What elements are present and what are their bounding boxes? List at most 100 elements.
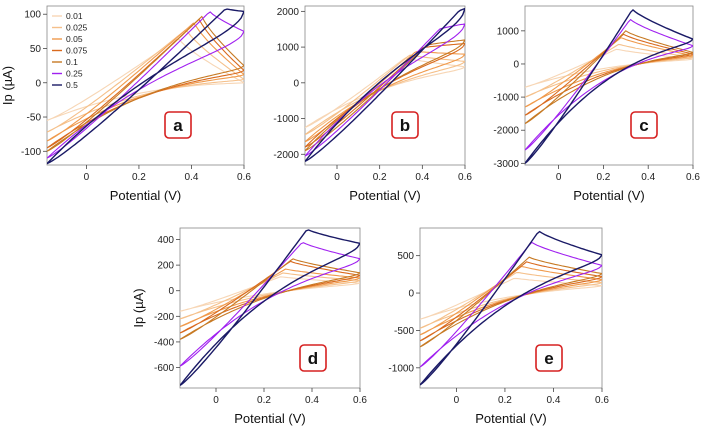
y-tick-label: 0: [513, 59, 519, 70]
x-tick-label: 0.6: [686, 172, 700, 183]
cv-curve-0.01: [180, 276, 360, 312]
x-tick-label: 0.4: [415, 172, 429, 183]
panel-label: d: [308, 349, 318, 368]
x-axis-label: Potential (V): [573, 188, 645, 203]
panel-b: 0 0.2 0.4 0.6 -2000 -1000 0 1000 2000 Potential (…: [273, 5, 472, 203]
series-group: [420, 230, 602, 386]
cv-curve-0.1: [47, 15, 244, 152]
y-axis-label: Ip (µA): [131, 288, 146, 327]
cv-curve-0.05: [180, 268, 360, 328]
x-tick-label: 0: [213, 395, 219, 406]
series-group: [525, 8, 693, 164]
legend-entry: 0.01: [66, 11, 83, 21]
panel-c: 0 0.2 0.4 0.6 -3000 -2000 -1000 0 1000 Potential …: [493, 5, 700, 203]
cv-curve-0.5: [420, 230, 602, 386]
y-tick-label: 0: [35, 78, 41, 89]
x-axis-label: Potential (V): [475, 411, 547, 426]
x-axis-label: Potential (V): [349, 188, 421, 203]
cv-curve-0.075: [525, 33, 693, 116]
panel-e: 0 0.2 0.4 0.6 -1000 -500 0 500 Potential (V) e: [388, 227, 609, 426]
panel-d: 0 0.2 0.4 0.6 -600 -400 -200 0 200 400 Potential (…: [131, 227, 367, 426]
panel-label-box: [299, 344, 327, 372]
panel-label: a: [173, 116, 183, 135]
y-axis-label: Ip (µA): [0, 66, 15, 105]
x-tick-label: 0: [454, 395, 460, 406]
cv-curve-0.075: [420, 261, 602, 342]
x-tick-label: 0: [556, 172, 562, 183]
y-tick-label: -1000: [493, 93, 519, 104]
y-tick-label: -1000: [388, 363, 414, 374]
y-tick-label: -50: [27, 113, 42, 124]
y-tick-label: 400: [157, 235, 174, 246]
cv-curve-0.25: [180, 242, 360, 367]
panel-label-box: [535, 344, 563, 372]
legend-entry: 0.05: [66, 34, 83, 44]
cv-curve-0.01: [420, 277, 602, 320]
legend-entry: 0.1: [66, 57, 78, 67]
x-tick-label: 0.6: [458, 172, 472, 183]
cv-curve-0.025: [525, 43, 693, 98]
y-tick-label: -100: [21, 147, 41, 158]
legend-entry: 0.25: [66, 69, 83, 79]
cv-curve-0.5: [47, 8, 244, 165]
x-tick-label: 0.2: [132, 172, 146, 183]
y-tick-label: 0: [293, 78, 299, 89]
cv-curve-0.1: [305, 39, 465, 152]
x-tick-label: 0.4: [641, 172, 655, 183]
cv-curve-0.25: [420, 241, 602, 368]
panel-label-box: [391, 111, 419, 139]
x-tick-label: 0.6: [353, 395, 367, 406]
panel-label: c: [639, 116, 648, 135]
y-tick-label: -2000: [493, 126, 519, 137]
panel-label: b: [400, 116, 410, 135]
cv-curve-0.075: [47, 18, 244, 149]
cv-curve-0.1: [180, 258, 360, 340]
plot-frame: [524, 5, 694, 166]
x-tick-label: 0.6: [237, 172, 251, 183]
panel-label-box: [164, 111, 192, 139]
cv-curve-0.5: [305, 7, 465, 163]
cv-curve-0.5: [180, 229, 360, 386]
x-tick-label: 0: [334, 172, 340, 183]
y-tick-label: 500: [397, 251, 414, 262]
x-tick-label: 0.4: [547, 395, 561, 406]
y-tick-label: -2000: [273, 150, 299, 161]
x-tick-label: 0.2: [373, 172, 387, 183]
x-tick-label: 0.2: [498, 395, 512, 406]
y-tick-label: -1000: [273, 114, 299, 125]
x-tick-label: 0: [84, 172, 90, 183]
cv-curve-0.05: [525, 37, 693, 108]
y-tick-label: 0: [168, 286, 174, 297]
y-tick-label: 2000: [277, 7, 300, 18]
x-tick-label: 0.2: [257, 395, 271, 406]
series-group: [305, 7, 465, 163]
x-axis-label: Potential (V): [110, 188, 182, 203]
y-tick-label: 50: [30, 44, 42, 55]
legend-entry: 0.5: [66, 80, 78, 90]
series-group: [180, 229, 360, 386]
cv-curve-0.5: [525, 8, 693, 164]
cv-curve-0.025: [420, 272, 602, 329]
cv-curve-0.01: [305, 57, 465, 129]
legend-entry: 0.025: [66, 23, 88, 33]
panel-a: 0 0.2 0.4 0.6 -100 -50 0 50 100 Potential (V) Ip (…: [0, 5, 251, 203]
cv-curve-0.25: [525, 18, 693, 151]
y-tick-label: 1000: [497, 26, 520, 37]
cv-curve-0.05: [47, 22, 244, 142]
plot-frame: [179, 227, 361, 389]
x-tick-label: 0.4: [305, 395, 319, 406]
y-tick-label: -3000: [493, 159, 519, 170]
cv-curve-0.1: [525, 30, 693, 125]
panel-label: e: [544, 349, 553, 368]
x-tick-label: 0.4: [185, 172, 199, 183]
y-tick-label: 200: [157, 261, 174, 272]
plot-frame: [46, 5, 245, 166]
cv-curve-0.05: [420, 265, 602, 336]
y-tick-label: -400: [154, 337, 174, 348]
plot-frame: [304, 5, 466, 166]
cv-curve-0.25: [305, 23, 465, 157]
cv-curve-0.025: [180, 272, 360, 320]
x-tick-label: 0.2: [596, 172, 610, 183]
